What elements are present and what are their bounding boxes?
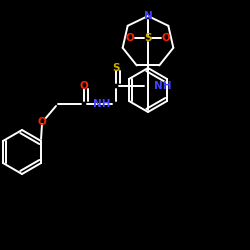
Text: S: S [112, 63, 120, 73]
Text: O: O [80, 81, 88, 91]
Text: O: O [126, 33, 134, 43]
Text: NH: NH [154, 81, 172, 91]
Text: O: O [38, 117, 46, 127]
Text: NH: NH [92, 99, 110, 109]
Text: S: S [144, 33, 152, 43]
Text: O: O [162, 33, 170, 43]
Text: N: N [144, 11, 152, 21]
